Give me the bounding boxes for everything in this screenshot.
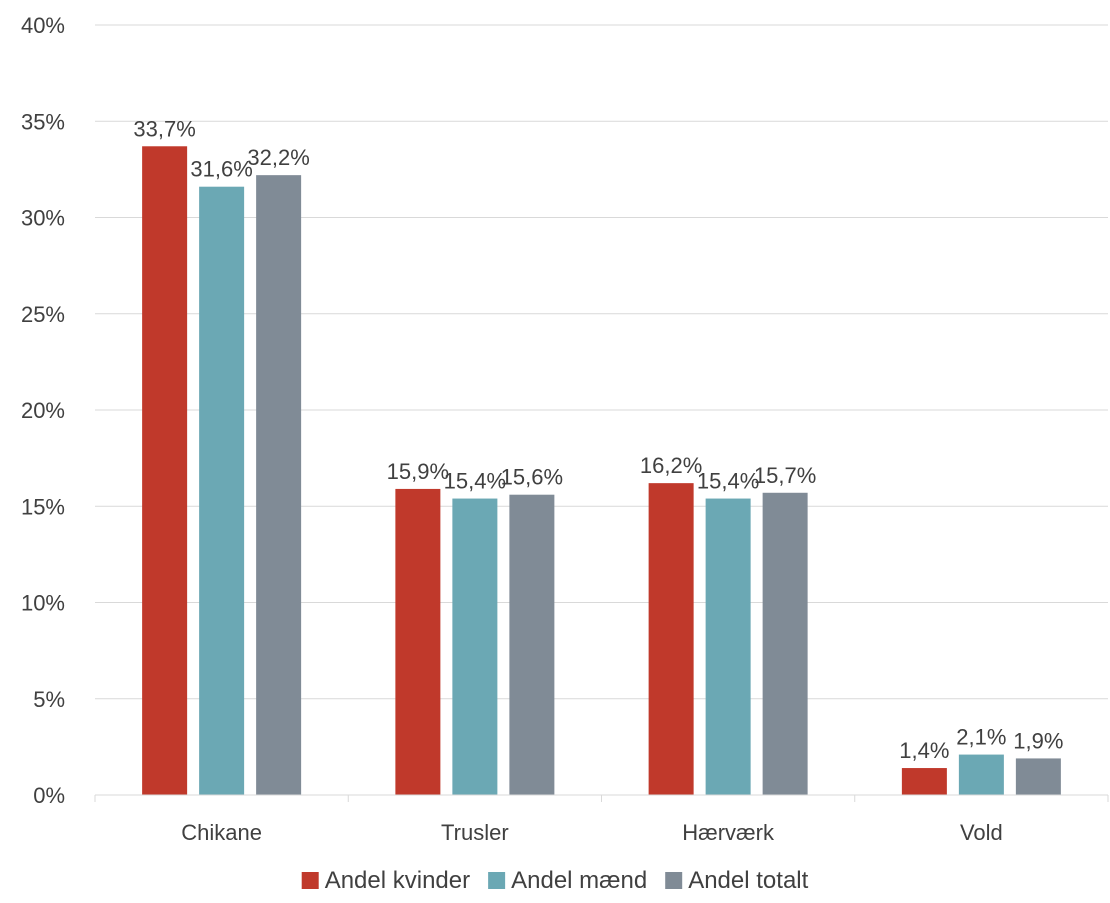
x-tick-label: Vold bbox=[960, 820, 1003, 845]
data-label: 15,6% bbox=[501, 465, 563, 490]
legend-swatch bbox=[488, 872, 506, 889]
bar bbox=[256, 175, 302, 795]
data-label: 15,4% bbox=[444, 469, 506, 494]
y-tick-label: 20% bbox=[21, 398, 65, 423]
bar bbox=[142, 146, 188, 795]
legend-item: Andel mænd bbox=[488, 867, 647, 894]
bar bbox=[509, 494, 555, 795]
bar bbox=[452, 498, 498, 795]
y-tick-label: 30% bbox=[21, 206, 65, 231]
y-tick-label: 15% bbox=[21, 494, 65, 519]
bar bbox=[958, 754, 1004, 795]
x-tick-label: Chikane bbox=[181, 820, 262, 845]
y-tick-label: 40% bbox=[21, 13, 65, 38]
legend-label: Andel mænd bbox=[511, 867, 647, 894]
legend: Andel kvinder Andel mænd Andel totalt bbox=[301, 867, 809, 894]
bar bbox=[705, 498, 751, 795]
legend-swatch bbox=[665, 872, 683, 889]
y-axis-tick-labels: 0% 5% 10% 15% 20% 25% 30% 35% 40% bbox=[21, 13, 65, 808]
data-label: 16,2% bbox=[640, 453, 702, 478]
legend-label: Andel kvinder bbox=[325, 867, 470, 894]
legend-item: Andel kvinder bbox=[301, 867, 470, 894]
gridlines bbox=[95, 24, 1108, 700]
data-label: 15,9% bbox=[387, 459, 449, 484]
data-label: 2,1% bbox=[956, 725, 1006, 750]
data-label: 15,7% bbox=[754, 463, 816, 488]
y-tick-label: 0% bbox=[33, 783, 65, 808]
bar bbox=[762, 492, 808, 795]
x-axis: Chikane Trusler Hærværk Vold bbox=[94, 794, 1109, 845]
bar bbox=[901, 768, 947, 795]
y-tick-label: 35% bbox=[21, 109, 65, 134]
x-tick-label: Hærværk bbox=[682, 820, 775, 845]
bars bbox=[142, 146, 1061, 795]
data-label: 15,4% bbox=[697, 469, 759, 494]
data-label: 1,4% bbox=[899, 738, 949, 763]
legend-label: Andel totalt bbox=[688, 867, 808, 894]
legend-item: Andel totalt bbox=[665, 867, 809, 894]
y-tick-label: 10% bbox=[21, 591, 65, 616]
data-label: 1,9% bbox=[1013, 728, 1063, 753]
data-label: 31,6% bbox=[190, 157, 252, 182]
x-tick-label: Trusler bbox=[441, 820, 509, 845]
data-label: 32,2% bbox=[247, 145, 309, 170]
bar bbox=[199, 186, 245, 795]
data-labels: 33,7%31,6%32,2%15,9%15,4%15,6% 16,2%15,4%… bbox=[133, 116, 1063, 763]
bar bbox=[395, 488, 441, 795]
bar bbox=[1015, 758, 1061, 795]
y-tick-label: 5% bbox=[33, 687, 65, 712]
legend-swatch bbox=[301, 872, 319, 889]
bar bbox=[648, 483, 694, 795]
y-tick-label: 25% bbox=[21, 302, 65, 327]
data-label: 33,7% bbox=[133, 116, 195, 141]
